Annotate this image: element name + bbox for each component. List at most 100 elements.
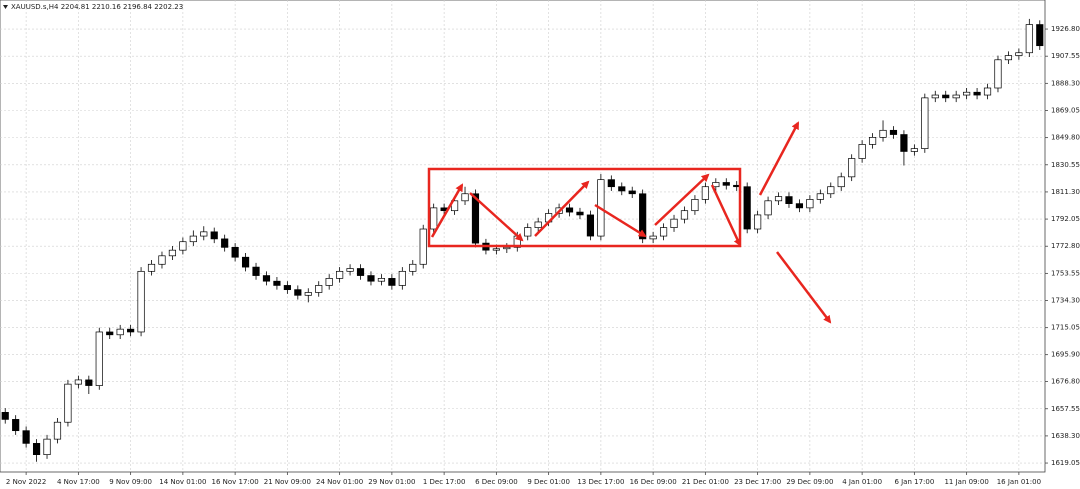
candle-body	[837, 176, 845, 188]
x-tick-label: 4 Jan 01:00	[842, 478, 882, 486]
candle-body	[179, 241, 187, 251]
candle-body	[116, 328, 124, 336]
candle-body	[952, 94, 960, 99]
candle-body	[963, 91, 971, 96]
y-tick-label: 1695.90	[1051, 351, 1080, 359]
candle-body	[22, 430, 30, 444]
arrow	[776, 251, 832, 324]
candle-body	[848, 158, 856, 178]
candle-body	[806, 199, 814, 209]
candle-body	[241, 256, 250, 268]
arrow	[430, 183, 464, 238]
x-tick-label: 4 Nov 17:00	[57, 478, 100, 486]
candle-body	[158, 255, 166, 265]
candle-body	[430, 207, 438, 230]
x-tick-label: 6 Jan 17:00	[894, 478, 934, 486]
arrow	[594, 203, 647, 238]
candle-body	[336, 270, 344, 279]
grid	[0, 0, 1045, 472]
plot-frame	[0, 0, 1046, 473]
candle-body	[64, 383, 72, 423]
candle-body	[346, 268, 354, 272]
x-tick-label: 13 Dec 17:00	[577, 478, 624, 486]
y-tick-label: 1869.05	[1051, 106, 1080, 114]
y-tick-label: 1888.30	[1051, 79, 1080, 87]
candle-body	[325, 278, 333, 286]
candle-body	[304, 292, 312, 296]
candle-body	[639, 193, 647, 240]
candle-body	[1, 411, 9, 420]
candle-body	[712, 182, 720, 188]
x-tick-label: 21 Nov 09:00	[264, 478, 311, 486]
y-tick-label: 1657.55	[1051, 405, 1080, 413]
candle-body	[1025, 24, 1033, 54]
candle-body	[85, 379, 93, 386]
candle-body	[754, 214, 762, 230]
candle-body	[356, 268, 365, 276]
candle-body	[680, 210, 689, 220]
y-tick-label: 1619.05	[1051, 459, 1080, 467]
arrow	[534, 180, 590, 237]
candle-body	[377, 278, 386, 282]
arrow	[469, 192, 524, 242]
x-tick-label: 29 Dec 09:00	[786, 478, 833, 486]
candle-body	[1015, 52, 1023, 56]
arrow	[710, 184, 742, 247]
candle-body	[743, 186, 751, 230]
candle-body	[910, 148, 918, 152]
annotations	[427, 121, 832, 324]
candle-body	[461, 193, 469, 202]
x-tick-label: 16 Jan 01:00	[997, 478, 1041, 486]
x-tick-label: 21 Dec 01:00	[682, 478, 729, 486]
y-tick-label: 1849.80	[1051, 134, 1080, 142]
candle-body	[221, 238, 229, 248]
candle-body	[283, 285, 291, 291]
y-tick-label: 1811.30	[1051, 188, 1080, 196]
candle-body	[973, 91, 981, 96]
y-tick-label: 1734.30	[1051, 297, 1080, 305]
x-tick-label: 11 Jan 09:00	[944, 478, 988, 486]
y-tick-label: 1907.55	[1051, 52, 1080, 60]
candle-body	[95, 331, 103, 386]
collapse-icon	[3, 5, 8, 9]
candle-body	[471, 193, 480, 244]
candle-body	[398, 270, 406, 286]
candle-body	[367, 275, 375, 282]
y-tick-label: 1676.80	[1051, 378, 1080, 386]
candle-body	[74, 379, 82, 385]
candle-body	[419, 228, 427, 265]
candle-body	[879, 129, 887, 138]
y-tick-label: 1715.05	[1051, 324, 1080, 332]
candle-body	[189, 235, 197, 243]
candle-body	[659, 227, 668, 237]
candle-body	[1004, 55, 1013, 61]
candle-body	[628, 190, 636, 195]
y-tick-label: 1830.55	[1051, 161, 1080, 169]
candle-body	[315, 285, 323, 293]
candle-body	[795, 203, 804, 209]
candle-body	[889, 129, 898, 135]
candle-body	[231, 247, 239, 258]
x-tick-label: 24 Nov 01:00	[316, 478, 363, 486]
candle-body	[670, 218, 678, 228]
candle-body	[524, 227, 532, 237]
arrow	[654, 173, 710, 226]
candle-body	[32, 443, 41, 456]
candle-body	[262, 275, 271, 282]
candle-body	[816, 193, 824, 200]
y-tick-label: 1792.05	[1051, 215, 1080, 223]
candle-body	[722, 182, 730, 186]
candle-body	[200, 231, 208, 237]
candle-body	[137, 270, 145, 333]
candle-body	[492, 248, 500, 251]
candle-body	[983, 87, 992, 96]
y-tick-label: 1926.80	[1051, 25, 1080, 33]
candle-body	[106, 331, 114, 336]
x-tick-label: 16 Dec 09:00	[630, 478, 677, 486]
x-tick-label: 29 Nov 01:00	[368, 478, 415, 486]
range-box	[427, 167, 742, 248]
candle-body	[994, 59, 1002, 89]
candle-body	[586, 214, 595, 237]
x-tick-label: 23 Dec 17:00	[734, 478, 781, 486]
x-tick-label: 9 Nov 09:00	[109, 478, 152, 486]
